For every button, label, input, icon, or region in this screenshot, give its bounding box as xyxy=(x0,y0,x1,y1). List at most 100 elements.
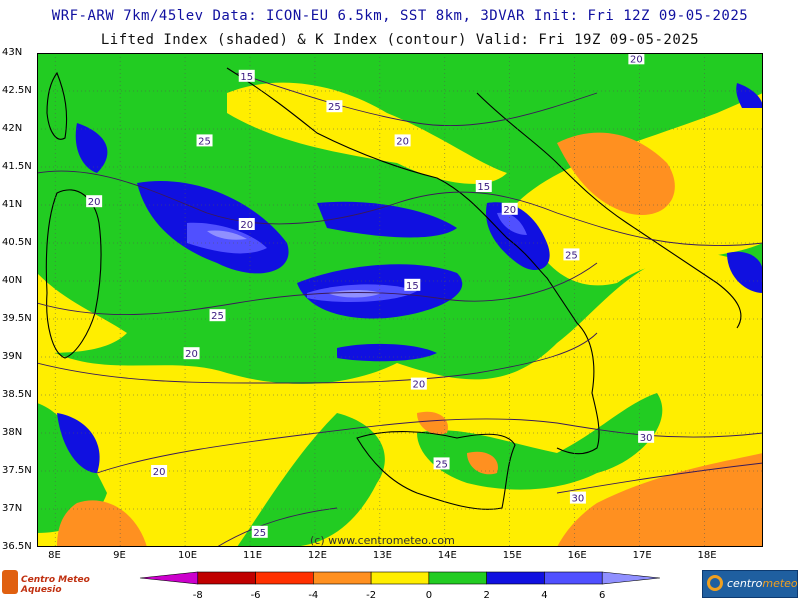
latitude-tick-label: 43N xyxy=(2,47,23,58)
centro-meteo-aquesio-logo[interactable]: Centro Meteo Aquesio xyxy=(2,568,112,596)
contour-label: 15 xyxy=(406,281,419,292)
longitude-tick-label: 12E xyxy=(307,550,327,561)
contour-label: 20 xyxy=(88,197,101,208)
contour-label-bg xyxy=(638,430,655,443)
contour-label: 20 xyxy=(185,349,198,360)
colorbar-tick-label: -6 xyxy=(251,590,261,600)
shading-green xyxy=(237,413,385,547)
coastline-corsica xyxy=(46,71,68,140)
colorbar-segment xyxy=(139,571,199,585)
latitude-tick-label: 38.5N xyxy=(2,389,32,400)
contour-line xyxy=(236,72,598,127)
flame-icon xyxy=(2,570,18,594)
contour-label: 20 xyxy=(412,380,425,391)
shading-orange xyxy=(417,411,448,435)
colorbar-segment xyxy=(544,571,603,585)
shading-orange xyxy=(467,451,498,475)
shading-orange xyxy=(57,500,147,547)
longitude-tick-label: 10E xyxy=(178,550,198,561)
coastline-sardinia xyxy=(45,189,102,359)
contour-line xyxy=(556,462,763,494)
contour-label: 30 xyxy=(640,433,653,444)
latitude-tick-label: 40.5N xyxy=(2,237,32,248)
colorbar-tick-label: 2 xyxy=(483,590,489,600)
contour-label-bg xyxy=(183,347,200,360)
longitude-tick-label: 16E xyxy=(567,550,587,561)
contour-label: 25 xyxy=(565,250,578,261)
shading-green xyxy=(37,403,107,533)
colorbar-tick-label: -8 xyxy=(193,590,203,600)
contour-label-bg xyxy=(251,525,268,538)
shading-blue xyxy=(727,251,763,293)
map-frame xyxy=(37,53,763,547)
shading-blue xyxy=(75,123,108,173)
longitude-tick-label: 14E xyxy=(437,550,457,561)
colorbar-segment xyxy=(255,571,314,585)
contour-label-bg xyxy=(501,202,518,215)
contour-label-bg xyxy=(394,134,411,147)
shading-paleblue xyxy=(327,290,382,298)
contour-line xyxy=(37,262,598,315)
latitude-tick-label: 36.5N xyxy=(2,541,32,552)
contour-label: 25 xyxy=(435,459,448,470)
contour-label-bg xyxy=(410,377,427,390)
longitude-tick-label: 11E xyxy=(242,550,263,561)
longitude-tick-label: 15E xyxy=(502,550,522,561)
contour-label-bg xyxy=(238,218,255,230)
contour-label: 20 xyxy=(240,220,253,231)
contour-label: 15 xyxy=(477,182,490,193)
latitude-tick-label: 37.5N xyxy=(2,465,32,476)
shading-blue xyxy=(317,201,457,238)
colorbar-tick-label: 4 xyxy=(541,590,547,600)
contour-label-bg xyxy=(569,491,586,504)
contour-label-bg xyxy=(238,69,255,82)
colorbar-segment xyxy=(486,571,545,585)
latitude-tick-label: 39N xyxy=(2,351,23,362)
contour-label: 15 xyxy=(240,72,253,83)
shading-blue xyxy=(57,413,100,473)
contour-label: 20 xyxy=(153,467,166,478)
latitude-tick-label: 42N xyxy=(2,123,23,134)
logo-right-text: centrometeo xyxy=(727,577,798,590)
latitude-tick-label: 40N xyxy=(2,275,23,286)
logo-word-b: meteo xyxy=(762,577,798,590)
colorbar-segment xyxy=(313,571,372,585)
coastlines xyxy=(45,67,742,510)
shading-yellow xyxy=(37,273,127,353)
contour-label: 20 xyxy=(630,54,643,65)
contour-label-bg xyxy=(151,465,168,477)
longitude-tick-label: 13E xyxy=(372,550,392,561)
contour-label: 25 xyxy=(211,311,224,322)
latitude-tick-label: 38N xyxy=(2,427,23,438)
colorbar-tick-label: -4 xyxy=(308,590,318,600)
colorbar-segment xyxy=(428,571,487,585)
contour-label-bg xyxy=(628,53,645,65)
longitude-tick-label: 8E xyxy=(48,550,61,561)
contour-label-bg xyxy=(475,180,492,192)
contour-line xyxy=(37,332,598,384)
longitude-tick-label: 9E xyxy=(113,550,126,561)
contour-label: 25 xyxy=(328,102,341,113)
latitude-tick-label: 37N xyxy=(2,503,23,514)
lifted-index-colorbar: -8 -6 -4 -2 0 2 4 6 xyxy=(139,571,661,600)
shading-lightblue xyxy=(497,212,527,235)
longitude-tick-label: 18E xyxy=(697,550,717,561)
shading-yellow xyxy=(227,82,507,184)
coastline-sicily xyxy=(356,431,516,510)
contour-label-bg xyxy=(563,248,580,261)
latitude-tick-label: 39.5N xyxy=(2,313,32,324)
colorbar-segment xyxy=(601,571,661,585)
logo-word-a: centro xyxy=(727,577,763,590)
centrometeo-logo[interactable]: centrometeo xyxy=(702,570,798,598)
contour-label-bg xyxy=(209,309,226,322)
colorbar-tick-label: -2 xyxy=(366,590,376,600)
contour-labels: 15 25 25 20 15 20 20 20 25 15 25 20 20 30 25 20 30 25 20 xyxy=(86,53,655,539)
coastline-italy-peninsula xyxy=(226,67,742,455)
contour-label-bg xyxy=(196,134,213,147)
contour-label-bg xyxy=(326,100,343,113)
contour-line xyxy=(216,507,338,547)
contour-label: 30 xyxy=(572,494,585,505)
contour-line xyxy=(37,170,763,247)
contour-label: 20 xyxy=(396,136,409,147)
chart-title: WRF-ARW 7km/45lev Data: ICON-EU 6.5km, S… xyxy=(51,8,749,24)
